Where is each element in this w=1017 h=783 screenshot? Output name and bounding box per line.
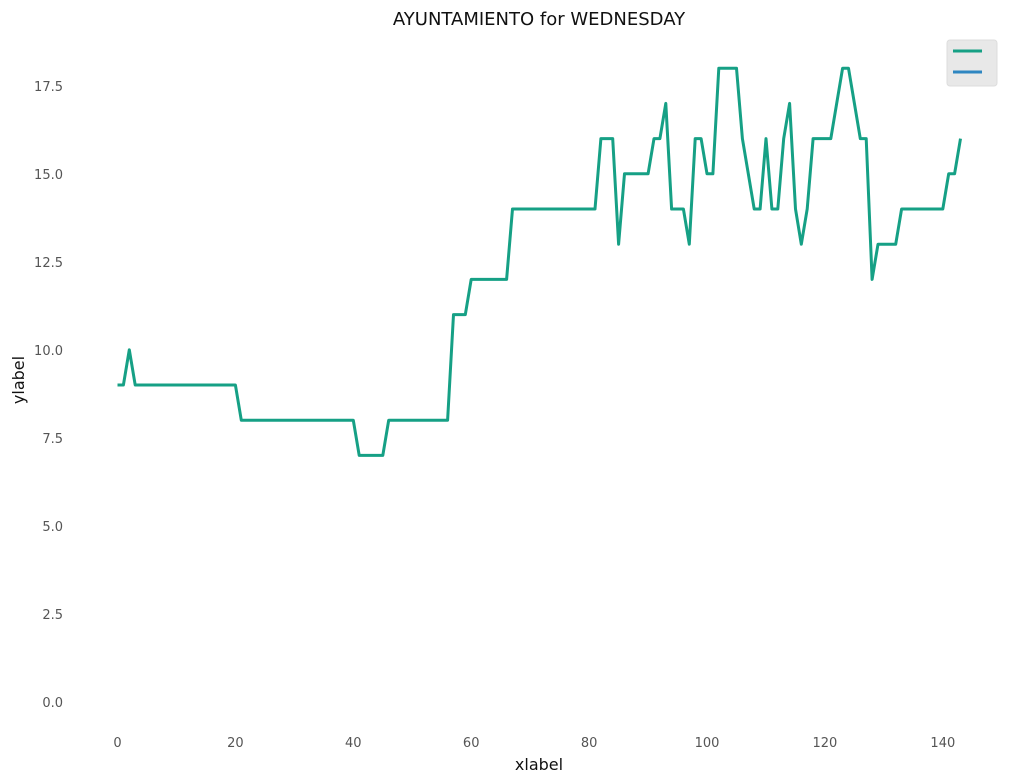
legend-box <box>946 39 998 87</box>
y-axis-label: ylabel <box>9 356 28 404</box>
y-tick-label: 12.5 <box>34 256 63 271</box>
y-tick-label: 0.0 <box>42 696 63 711</box>
y-tick-label: 5.0 <box>42 520 63 535</box>
x-axis-ticks: 0 20 40 60 80 100 120 140 <box>113 736 955 751</box>
y-tick-label: 7.5 <box>42 432 63 447</box>
x-tick-label: 0 <box>113 736 121 751</box>
series-line-1 <box>117 66 962 457</box>
x-axis-label: xlabel <box>515 755 563 774</box>
x-tick-label: 20 <box>227 736 244 751</box>
y-tick-label: 2.5 <box>42 608 63 623</box>
legend <box>946 39 998 87</box>
chart-title: AYUNTAMIENTO for WEDNESDAY <box>393 9 686 30</box>
x-tick-label: 80 <box>581 736 598 751</box>
series-layer <box>117 66 962 457</box>
x-tick-label: 40 <box>345 736 362 751</box>
y-axis-ticks: 0.0 2.5 5.0 7.5 10.0 12.5 15.0 17.5 <box>34 80 63 711</box>
x-tick-label: 100 <box>695 736 720 751</box>
x-tick-label: 140 <box>930 736 955 751</box>
y-tick-label: 17.5 <box>34 80 63 95</box>
x-tick-label: 60 <box>463 736 480 751</box>
x-tick-label: 120 <box>813 736 838 751</box>
y-tick-label: 10.0 <box>34 344 63 359</box>
y-tick-label: 15.0 <box>34 168 63 183</box>
